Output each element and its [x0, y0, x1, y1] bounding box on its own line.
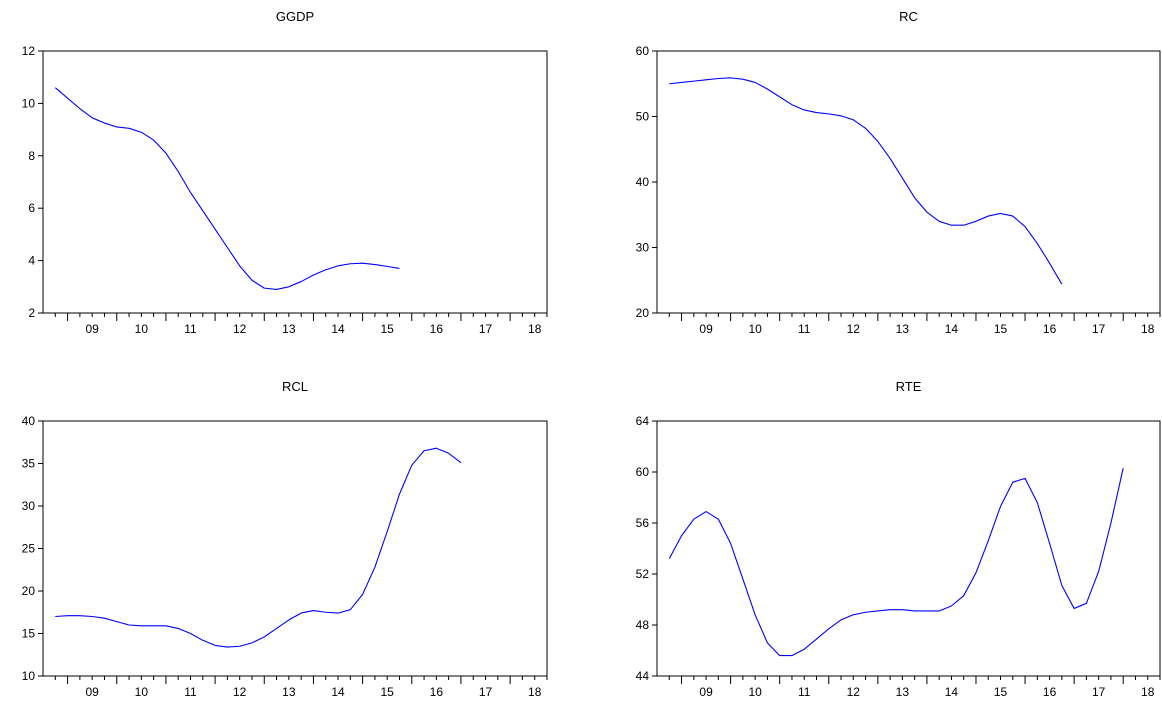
x-tick-label: 17	[1092, 685, 1106, 699]
x-tick-label: 11	[798, 322, 811, 336]
plot-frame	[656, 420, 1161, 677]
y-tick-label: 35	[22, 457, 36, 471]
x-tick-label: 16	[430, 322, 444, 336]
x-tick-label: 09	[85, 322, 99, 336]
plot-frame	[42, 420, 548, 677]
x-tick-label: 15	[994, 322, 1008, 336]
x-tick-label: 18	[528, 322, 542, 336]
y-tick-label: 2	[28, 306, 35, 320]
y-tick-label: 40	[22, 414, 36, 428]
x-tick-label: 09	[699, 685, 713, 699]
x-tick-label: 12	[847, 322, 861, 336]
y-tick-label: 10	[22, 96, 36, 110]
y-tick-label: 20	[22, 584, 36, 598]
y-tick-label: 6	[28, 201, 35, 215]
panel-rcl: RCL 10 15 20 25 30 35 40 09 10 11 12 13 14 15 16 17 18	[22, 379, 548, 699]
y-tick-label: 10	[22, 669, 36, 683]
y-tick-label: 64	[636, 414, 650, 428]
y-tick-label: 50	[636, 110, 650, 124]
y-tick-label: 8	[28, 149, 35, 163]
y-tick-label: 25	[22, 542, 36, 556]
y-tick-label: 40	[636, 175, 650, 189]
chart-title: RCL	[282, 379, 308, 394]
x-tick-label: 10	[135, 322, 149, 336]
chart-title: RC	[899, 9, 918, 24]
x-tick-label: 14	[331, 685, 345, 699]
x-tick-label: 09	[85, 685, 99, 699]
panel-rc: RC 20 30 40 50 60 09 10 11 12 13 14 15 16 17 18	[636, 9, 1161, 336]
y-tick-label: 60	[636, 465, 650, 479]
x-tick-label: 12	[233, 322, 247, 336]
series-line	[55, 447, 462, 648]
y-tick-label: 48	[636, 618, 650, 632]
y-tick-label: 30	[22, 499, 36, 513]
x-tick-label: 14	[945, 322, 959, 336]
x-tick-label: 09	[699, 322, 713, 336]
x-tick-label: 18	[1141, 322, 1155, 336]
x-tick-label: 17	[479, 685, 493, 699]
x-tick-label: 12	[847, 685, 861, 699]
x-tick-label: 10	[748, 322, 762, 336]
y-tick-label: 56	[636, 516, 650, 530]
panel-rte: RTE 44 48 52 56 60 64 09 10 11 12 13 14 15 16 17 18	[636, 379, 1161, 699]
x-tick-label: 11	[798, 685, 811, 699]
x-tick-label: 15	[381, 322, 395, 336]
y-tick-label: 44	[636, 669, 650, 683]
x-tick-label: 14	[945, 685, 959, 699]
y-tick-label: 52	[636, 567, 650, 581]
chart-title: RTE	[896, 379, 922, 394]
x-tick-label: 10	[135, 685, 149, 699]
y-tick-label: 30	[636, 241, 650, 255]
x-tick-label: 17	[1092, 322, 1106, 336]
x-tick-label: 12	[233, 685, 247, 699]
x-tick-label: 13	[896, 322, 910, 336]
x-tick-label: 16	[1043, 685, 1057, 699]
series-line	[54, 87, 400, 290]
x-tick-label: 18	[528, 685, 542, 699]
x-tick-label: 13	[282, 322, 296, 336]
x-tick-label: 13	[896, 685, 910, 699]
x-tick-label: 10	[748, 685, 762, 699]
x-tick-label: 15	[381, 685, 395, 699]
y-tick-label: 4	[28, 254, 35, 268]
series-line	[668, 468, 1124, 657]
x-tick-label: 17	[479, 322, 493, 336]
x-tick-label: 16	[430, 685, 444, 699]
y-tick-label: 60	[636, 44, 650, 58]
series-line	[669, 77, 1063, 285]
x-tick-label: 16	[1043, 322, 1057, 336]
y-tick-label: 12	[22, 44, 36, 58]
x-tick-label: 13	[282, 685, 296, 699]
chart-title: GGDP	[276, 9, 314, 24]
plot-frame	[656, 50, 1161, 314]
x-tick-label: 11	[184, 322, 197, 336]
plot-frame	[42, 50, 548, 314]
x-tick-label: 15	[994, 685, 1008, 699]
x-tick-label: 14	[331, 322, 345, 336]
x-tick-label: 18	[1141, 685, 1155, 699]
x-tick-label: 11	[184, 685, 197, 699]
panel-ggdp: GGDP 2 4 6 8 10 12 09 10 11 12 13 14 15 16 17 18	[22, 9, 548, 336]
y-tick-label: 15	[22, 627, 36, 641]
y-tick-label: 20	[636, 306, 650, 320]
